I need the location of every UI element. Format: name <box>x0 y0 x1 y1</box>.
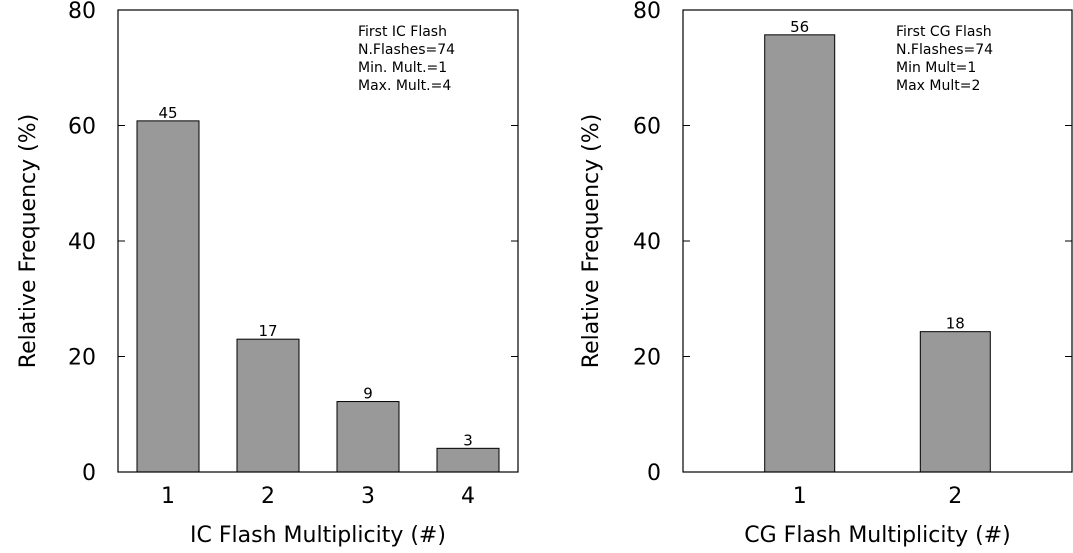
annotation-line-2: N.Flashes=74 <box>896 42 993 58</box>
y-tick-label: 60 <box>68 115 96 140</box>
bars <box>764 34 991 473</box>
bar-value-label: 17 <box>258 322 277 340</box>
y-ticks <box>118 9 518 473</box>
bar-value-label: 45 <box>158 104 177 122</box>
plot-frame <box>682 9 1073 473</box>
bar-value-label: 56 <box>790 18 809 36</box>
annotation-line-4: Max Mult=2 <box>896 78 980 94</box>
annotation-line-2: N.Flashes=74 <box>358 42 455 58</box>
x-axis-title: IC Flash Multiplicity (#) <box>190 523 446 548</box>
y-tick-label: 0 <box>647 461 661 486</box>
y-tick-label: 60 <box>633 115 661 140</box>
bar-labels: 56 18 <box>790 18 965 333</box>
bar-2 <box>919 331 991 473</box>
bar-value-label: 9 <box>363 385 373 403</box>
y-tick-labels: 0 20 40 60 80 <box>68 0 96 486</box>
y-axis-title: Relative Frequency (%) <box>579 114 604 368</box>
y-axis-title: Relative Frequency (%) <box>16 114 41 368</box>
chart-ic-multiplicity: 45 17 9 3 0 20 40 60 80 1 2 3 4 IC Flash Multiplic… <box>16 0 519 548</box>
annotation-line-3: Min. Mult.=1 <box>358 60 447 76</box>
x-tick-label: 3 <box>361 484 375 509</box>
x-tick-label: 2 <box>948 484 962 509</box>
bar-2 <box>236 338 300 473</box>
bars <box>136 120 500 473</box>
y-tick-label: 80 <box>633 0 661 24</box>
y-tick-label: 40 <box>68 230 96 255</box>
bar-4 <box>436 447 500 473</box>
bar-value-label: 18 <box>946 315 965 333</box>
x-tick-label: 4 <box>461 484 475 509</box>
annotation-line-3: Min Mult=1 <box>896 60 976 76</box>
x-tick-label: 1 <box>161 484 175 509</box>
y-ticks <box>683 9 1072 473</box>
x-tick-label: 2 <box>261 484 275 509</box>
y-tick-label: 20 <box>68 346 96 371</box>
annotation-line-1: First IC Flash <box>358 24 447 40</box>
bar-1 <box>764 34 836 473</box>
y-tick-labels: 0 20 40 60 80 <box>633 0 661 486</box>
bar-3 <box>336 401 400 473</box>
y-tick-label: 40 <box>633 230 661 255</box>
bar-labels: 45 17 9 3 <box>158 104 472 449</box>
y-tick-label: 20 <box>633 346 661 371</box>
x-axis-title: CG Flash Multiplicity (#) <box>744 523 1010 548</box>
bar-1 <box>136 120 200 473</box>
bar-value-label: 3 <box>463 431 473 449</box>
y-tick-label: 0 <box>82 461 96 486</box>
y-tick-label: 80 <box>68 0 96 24</box>
annotation-line-1: First CG Flash <box>896 24 992 40</box>
annotation-line-4: Max. Mult.=4 <box>358 78 451 94</box>
x-tick-label: 1 <box>793 484 807 509</box>
x-tick-labels: 1 2 3 4 <box>161 484 475 509</box>
